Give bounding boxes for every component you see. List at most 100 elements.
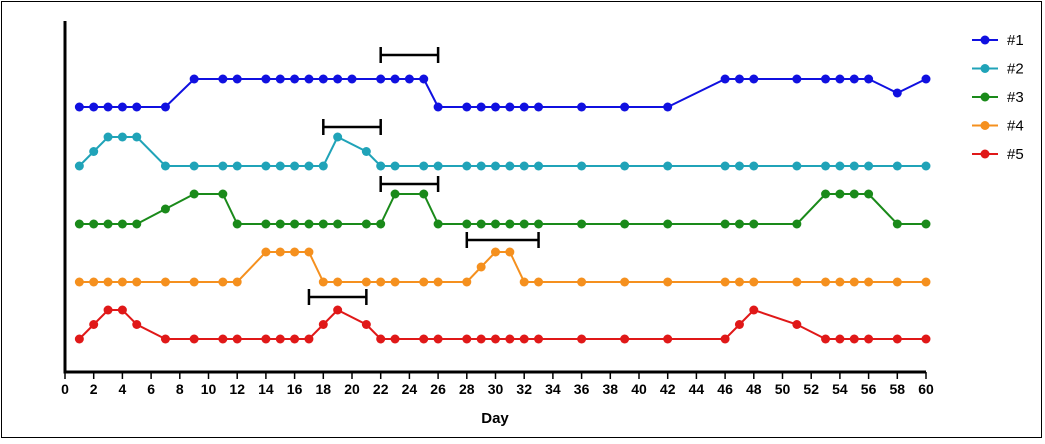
data-point [74,219,84,229]
data-point [835,161,845,171]
data-point [160,277,170,287]
data-point [835,189,845,199]
data-point [89,147,99,156]
series-line [78,135,926,167]
series-line [79,78,927,108]
data-point [74,102,84,112]
data-point [491,102,500,112]
data-point [462,219,472,229]
data-point [290,334,300,344]
data-point [261,334,271,344]
data-point [476,219,486,229]
data-point [103,277,113,287]
data-point [462,334,472,344]
x-tick-label: 10 [201,381,217,397]
data-point [892,277,902,287]
data-point [361,277,371,287]
x-tick-label: 4 [119,381,127,397]
data-point [577,334,587,344]
data-point [232,277,242,287]
data-point [864,277,874,287]
data-point [132,277,142,287]
x-tick-label: 34 [545,381,561,397]
data-point [519,102,529,112]
data-point [720,74,730,84]
data-point [433,161,443,171]
data-point [720,161,730,171]
data-point [232,74,242,84]
data-point [821,74,831,84]
legend-item-5: #5 [972,146,1024,163]
data-point [734,74,744,84]
data-point [333,277,343,287]
data-point [261,219,271,229]
data-point [117,305,127,315]
data-point [519,161,529,171]
data-point [333,132,343,142]
data-point [318,74,328,84]
data-point [620,161,630,171]
data-point [921,74,931,84]
data-point [376,161,386,171]
data-point [390,189,400,199]
data-point [720,277,730,287]
x-tick-label: 32 [516,381,532,397]
data-point [132,132,142,142]
data-point [189,334,199,344]
data-point [792,161,802,171]
legend-marker [980,121,990,130]
data-point [519,277,529,287]
data-point [419,334,429,344]
x-tick-label: 36 [574,381,590,397]
data-point [390,161,400,171]
data-point [534,102,544,112]
data-point [921,219,931,229]
data-point [462,277,472,287]
data-point [519,219,529,229]
data-point [505,161,515,171]
x-tick-label: 48 [746,381,762,397]
data-point [491,247,500,257]
x-tick-label: 2 [90,381,98,397]
data-point [892,219,902,229]
x-tick-label: 52 [803,381,819,397]
series-layer [74,74,931,344]
legend-marker [980,149,990,159]
legend-marker [980,64,990,73]
bracket-series-2 [322,119,382,135]
x-tick-label: 28 [459,381,475,397]
data-point [132,102,142,112]
data-point [132,219,142,229]
data-point [290,247,300,257]
data-point [577,102,587,112]
x-axis-title: Day [481,410,509,427]
data-point [892,161,902,171]
legend-marker [980,92,990,102]
data-point [275,334,285,344]
x-axis-ticks: 0 2 4 6 8 10 12 14 16 18 20 22 24 26 28 30 32 34 36 38 40 42 4… [61,372,934,397]
data-point [347,74,357,84]
data-point [792,277,802,287]
data-point [132,320,142,329]
data-point [160,161,170,171]
data-point [534,161,544,171]
data-point [160,102,170,112]
x-tick-label: 16 [287,381,303,397]
x-tick-label: 8 [176,381,184,397]
data-point [74,277,84,287]
data-point [749,305,759,315]
data-point [218,74,228,84]
data-point [290,74,300,84]
data-point [361,320,371,329]
data-point [419,161,429,171]
data-point [318,219,328,229]
legend-item-3: #3 [972,89,1024,106]
data-point [663,102,673,112]
data-point [663,334,673,344]
data-point [921,334,931,344]
legend-marker [980,35,990,45]
series-3 [74,189,931,229]
legend-label: #1 [1007,32,1024,49]
data-point [89,102,99,112]
